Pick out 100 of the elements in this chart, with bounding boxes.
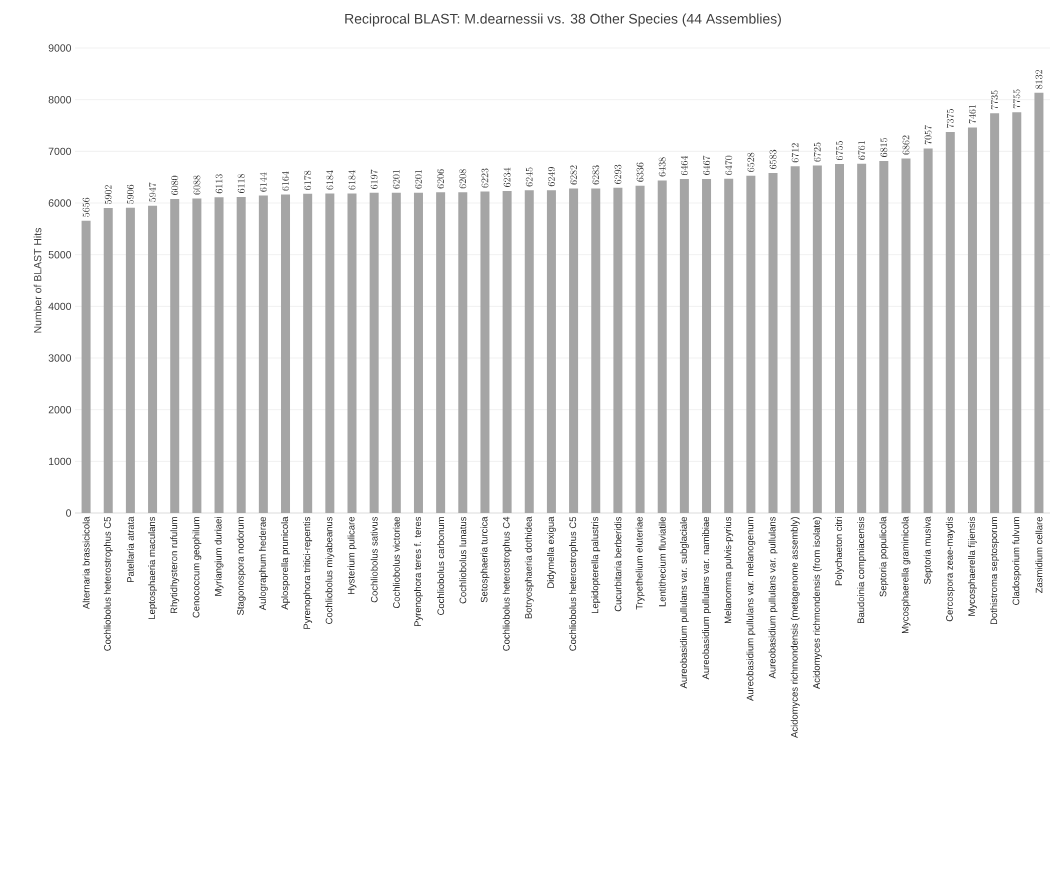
bar [391,192,401,514]
data-label: 7375 [946,109,954,128]
y-tick-label: 3000 [48,354,72,362]
x-tick-label: Cladosporium fulvum [1012,517,1022,605]
x-tick-label: Botryosphaeria dothidea [524,516,534,619]
x-tick-label: Lentithecium fluviatile [658,516,666,607]
bar [281,194,291,514]
bar [458,192,468,514]
bar [724,178,734,514]
x-tick-label: Cochliobolus heterostrophus C5 [569,516,578,651]
bar [879,160,889,514]
data-label: 6201 [392,169,400,189]
x-tick-label: Cochliobolus miyabeanus [325,516,335,624]
bar [812,165,822,514]
data-label: 6815 [880,137,888,157]
y-axis-title: Number of BLAST Hits [33,228,42,333]
bar [125,207,135,514]
bar [901,158,911,514]
bar [192,198,202,514]
chart-title: Reciprocal BLAST: M.dearnessii vs. 38 Other Species (44 Assemblies) [345,13,781,27]
bar [945,131,955,514]
data-label: 6245 [525,167,533,187]
data-label: 6197 [370,169,378,189]
x-tick-label: Mycosphaerella fijiensis [968,516,977,616]
data-label: 6470 [725,155,733,175]
x-tick-label: Aureobasidium pullulans var. subglaciale [679,517,689,689]
data-label: 7461 [968,104,976,124]
x-tick-label: Melanomma pulvis-pyrius [724,516,734,624]
data-label: 6118 [237,173,245,193]
x-tick-label: Rhytidhysteron rufulum [170,517,180,614]
data-label: 6088 [193,175,201,195]
data-label: 6201 [415,169,422,189]
x-tick-label: Leptosphaeria maculans [148,516,157,619]
bar [347,193,357,514]
bar [524,190,534,514]
y-tick-label: 1000 [49,457,72,466]
data-label: 6293 [614,164,622,184]
y-tick-label: 5000 [48,250,72,259]
data-label: 6438 [658,157,666,177]
data-label: 6113 [215,174,223,194]
x-tick-label: Hysterium pulicare [347,516,357,595]
x-tick-label: Polychaeton citri [835,517,844,586]
data-label: 6862 [902,135,910,155]
x-tick-label: Cucurbitaria berberidis [614,516,622,612]
bar [613,187,623,514]
bar [591,188,601,514]
bar [502,190,512,514]
bar [569,188,579,514]
bar [436,192,446,514]
x-tick-label: Cercospora zeae-maydis [945,516,955,622]
bar [258,195,268,514]
x-tick-label: Cochliobolus heterostrophus C4 [502,516,512,651]
x-tick-label: Myriangium duriaei [214,517,224,596]
data-label: 6283 [592,165,600,185]
data-label: 6755 [835,141,843,161]
x-tick-label: Aureobasidium pullulans var. pullulans [768,516,778,679]
bar [990,113,1000,514]
data-label: 7735 [991,90,999,110]
data-label: 7057 [924,125,932,145]
y-tick-label: 7000 [48,147,72,156]
x-tick-label: Trypethelium eluteriae [635,516,645,610]
data-label: 5906 [126,184,134,204]
data-label: 6712 [791,143,799,163]
bar [702,178,712,514]
bar [369,192,379,514]
bar [746,175,756,514]
y-tick-label: 0 [66,509,72,517]
y-tick-label: 2000 [48,405,72,414]
data-label: 6206 [437,169,445,189]
data-label: 6178 [304,170,312,190]
x-tick-label: Pyrenophora teres f. teres [414,516,423,627]
x-tick-label: Aureobasidium pullulans var. melanogenum [746,517,756,702]
bar [923,148,933,514]
bar [835,164,844,514]
data-label: 6144 [259,172,267,192]
x-tick-label: Aulographum hederae [258,516,268,611]
x-tick-label: Septoria populicola [879,516,889,597]
bar [967,127,977,514]
bar [857,163,867,514]
bar [790,166,800,514]
data-label: 6208 [459,169,467,189]
x-tick-label: Cochliobolus victoriae [392,516,400,609]
y-tick-label: 9000 [48,44,72,52]
x-tick-label: Patellaria atrata [126,516,134,583]
x-tick-label: Aureobasidium pullulans var. namibiae [702,516,711,680]
x-tick-label: Acidomyces richmondensis (metagenome assembly) [790,517,800,738]
x-tick-label: Alternaria brassicicola [82,516,90,610]
x-tick-label: Aplosporella prunicola [281,516,290,610]
x-tick-label: Cochliobolus carbonum [437,517,445,615]
data-label: 6282 [570,165,578,185]
bar [657,180,667,514]
x-tick-label: Baudoinia compniacensis [857,516,867,624]
bar [768,172,778,514]
data-label: 6464 [680,155,688,176]
x-tick-label: Cochliobolus sativus [370,516,378,603]
data-label: 6184 [326,170,334,190]
data-label: 6164 [281,171,289,191]
bar [148,205,158,514]
data-label: 6234 [503,167,511,187]
bar [413,192,423,514]
